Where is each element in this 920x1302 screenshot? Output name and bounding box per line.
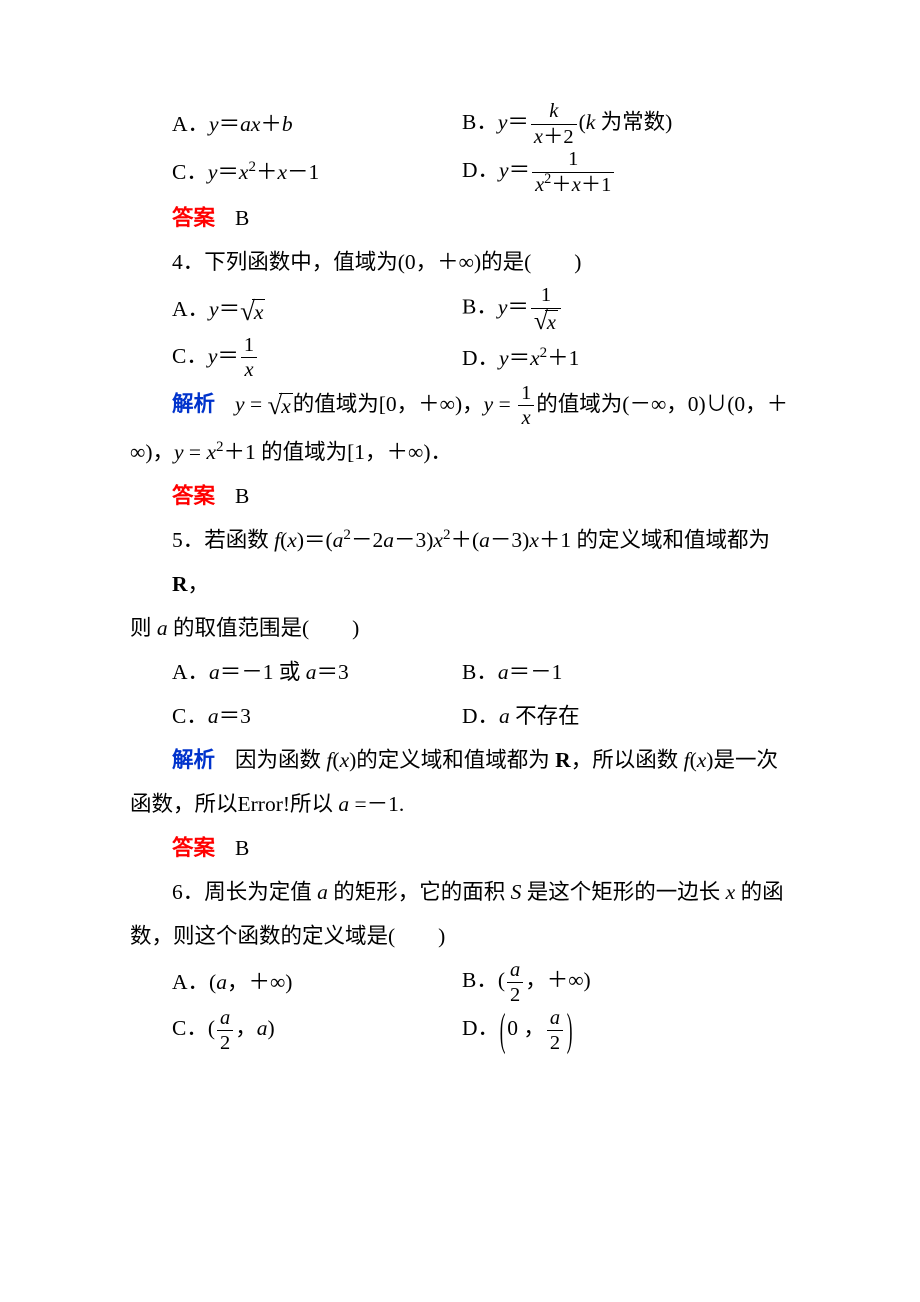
q4-answer: B: [235, 484, 249, 508]
option-expr: (a2，＋∞): [498, 968, 591, 992]
q3-option-D: D．y＝1x2＋x＋1: [462, 148, 790, 196]
option-expr: a＝3: [208, 704, 251, 728]
option-prefix: B．: [462, 660, 498, 684]
option-prefix: A．: [172, 970, 209, 994]
q6-stem-line-1: 6．周长为定值 a 的矩形，它的面积 S 是这个矩形的一边长 x 的函: [130, 870, 790, 914]
option-expr: y＝1x2＋x＋1: [499, 158, 616, 182]
q5-explain-line-2: 函数，所以Error!所以 a =－1.: [130, 782, 790, 826]
option-expr: a＝－1 或 a＝3: [209, 660, 349, 684]
q5-answer: B: [235, 836, 249, 860]
option-expr: y＝1x: [208, 344, 259, 368]
answer-label: 答案: [172, 206, 215, 230]
q4-option-A: A．y＝√x: [172, 287, 462, 331]
q6-option-D: D．(0 ，a2): [462, 1006, 790, 1054]
q3-option-row-2: C．y＝x2＋x－1 D．y＝1x2＋x＋1: [130, 148, 790, 196]
option-prefix: A．: [172, 112, 209, 136]
q6-option-row-2: C．(a2，a) D．(0 ，a2): [130, 1006, 790, 1054]
q4-option-C: C．y＝1x: [172, 334, 462, 382]
q5-option-C: C．a＝3: [172, 694, 462, 738]
option-expr: y＝kx＋2(k 为常数): [498, 110, 673, 134]
q3-answer: B: [235, 206, 249, 230]
q5-stem-line-1: 5．若函数 f(x)＝(a2－2a－3)x2＋(a－3)x＋1 的定义域和值域都…: [130, 518, 790, 606]
q3-answer-line: 答案 B: [130, 196, 790, 240]
q5-option-row-1: A．a＝－1 或 a＝3 B．a＝－1: [130, 650, 790, 694]
explain-label: 解析: [172, 748, 215, 772]
answer-label: 答案: [172, 836, 215, 860]
q4-option-D: D．y＝x2＋1: [462, 336, 790, 380]
q5-option-B: B．a＝－1: [462, 650, 790, 694]
option-expr: a＝－1: [498, 660, 563, 684]
option-prefix: A．: [172, 660, 209, 684]
q5-option-A: A．a＝－1 或 a＝3: [172, 650, 462, 694]
q3-option-A: A．y＝ax＋b: [172, 102, 462, 146]
option-expr: (0 ，a2): [499, 1016, 573, 1040]
option-expr: y＝x2＋x－1: [208, 160, 319, 184]
q4-explain-text-1: y = √x的值域为[0，＋∞)，y = 1x的值域为(－∞，0)∪(0，＋: [235, 392, 788, 416]
q5-explain-line-1: 解析因为函数 f(x)的定义域和值域都为 R，所以函数 f(x)是一次: [130, 738, 790, 782]
option-expr: y＝x2＋1: [499, 346, 579, 370]
q5-option-D: D．a 不存在: [462, 694, 790, 738]
q5-stem-line-2: 则 a 的取值范围是( ): [130, 606, 790, 650]
option-prefix: A．: [172, 297, 209, 321]
option-prefix: C．: [172, 344, 208, 368]
q4-option-row-1: A．y＝√x B．y＝1√x: [130, 284, 790, 333]
answer-label: 答案: [172, 484, 215, 508]
q4-stem: 4．下列函数中，值域为(0，＋∞)的是( ): [130, 240, 790, 284]
q3-option-C: C．y＝x2＋x－1: [172, 150, 462, 194]
q3-option-B: B．y＝kx＋2(k 为常数): [462, 100, 790, 148]
q6-stem-line-2: 数，则这个函数的定义域是( ): [130, 914, 790, 958]
q6-option-B: B．(a2，＋∞): [462, 958, 790, 1006]
worksheet-page: A．y＝ax＋b B．y＝kx＋2(k 为常数) C．y＝x2＋x－1 D．y＝…: [0, 0, 920, 1302]
option-expr: (a2，a): [208, 1016, 275, 1040]
option-prefix: D．: [462, 704, 499, 728]
option-prefix: C．: [172, 1016, 208, 1040]
explain-label: 解析: [172, 392, 215, 416]
option-prefix: B．: [462, 968, 498, 992]
q4-option-B: B．y＝1√x: [462, 284, 790, 333]
q4-explain-line-2: ∞)，y = x2＋1 的值域为[1，＋∞)．: [130, 430, 790, 474]
q4-explain-line-1: 解析 y = √x的值域为[0，＋∞)，y = 1x的值域为(－∞，0)∪(0，＋: [130, 382, 790, 430]
option-prefix: D．: [462, 1016, 499, 1040]
option-expr: y＝1√x: [498, 295, 563, 319]
q3-option-row-1: A．y＝ax＋b B．y＝kx＋2(k 为常数): [130, 100, 790, 148]
option-expr: (a，＋∞): [209, 970, 292, 994]
option-prefix: D．: [462, 346, 499, 370]
option-prefix: B．: [462, 295, 498, 319]
q6-option-row-1: A．(a，＋∞) B．(a2，＋∞): [130, 958, 790, 1006]
option-prefix: C．: [172, 160, 208, 184]
option-expr: a 不存在: [499, 704, 580, 728]
option-expr: y＝√x: [209, 297, 265, 321]
option-prefix: B．: [462, 110, 498, 134]
q6-option-A: A．(a，＋∞): [172, 960, 462, 1004]
q4-answer-line: 答案 B: [130, 474, 790, 518]
q4-option-row-2: C．y＝1x D．y＝x2＋1: [130, 334, 790, 382]
q6-option-C: C．(a2，a): [172, 1006, 462, 1054]
q5-option-row-2: C．a＝3 D．a 不存在: [130, 694, 790, 738]
q5-answer-line: 答案 B: [130, 826, 790, 870]
option-prefix: D．: [462, 158, 499, 182]
option-prefix: C．: [172, 704, 208, 728]
option-expr: y＝ax＋b: [209, 112, 293, 136]
q5-explain-text-1: 因为函数 f(x)的定义域和值域都为 R，所以函数 f(x)是一次: [235, 748, 778, 772]
